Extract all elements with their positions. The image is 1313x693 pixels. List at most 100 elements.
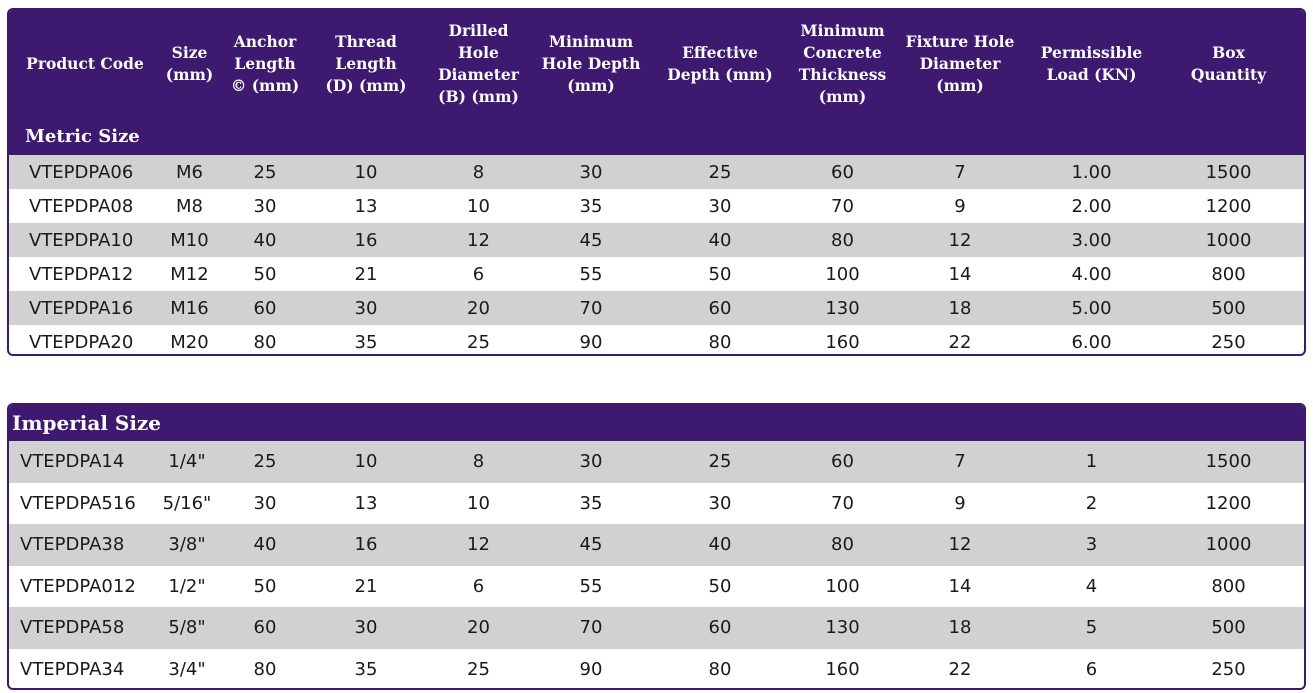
cell-size: M8 — [176, 195, 203, 217]
cell-minimum-concrete-thickness: 130 — [825, 297, 860, 319]
cell-fixture-hole-diameter: 9 — [954, 492, 966, 514]
cell-product-code: VTEPDPA58 — [20, 617, 125, 639]
cell-box-quantity: 500 — [1211, 617, 1246, 639]
cell-minimum-hole-depth: 55 — [579, 263, 603, 285]
cell-drilled-hole-diameter: 12 — [467, 229, 490, 251]
cell-box-quantity: 1000 — [1205, 534, 1252, 556]
cell-minimum-concrete-thickness: 60 — [831, 451, 854, 473]
table-row: VTEPDPA58 5/8" 60 30 20 70 60 130 18 5 500 — [9, 607, 1304, 649]
col-header-box-quantity: Box Quantity — [1190, 42, 1267, 84]
section-title-metric: Metric Size — [9, 117, 1304, 155]
cell-minimum-concrete-thickness: 100 — [825, 575, 860, 597]
cell-minimum-hole-depth: 30 — [579, 451, 603, 473]
cell-permissible-load: 1.00 — [1071, 161, 1112, 183]
cell-product-code: VTEPDPA012 — [20, 575, 136, 597]
table-row: VTEPDPA34 3/4" 80 35 25 90 80 160 22 6 250 — [9, 649, 1304, 689]
cell-drilled-hole-diameter: 10 — [467, 195, 490, 217]
cell-permissible-load: 6 — [1085, 658, 1098, 680]
cell-product-code: VTEPDPA14 — [20, 451, 125, 473]
cell-thread-length: 10 — [354, 451, 378, 473]
cell-anchor-length: 80 — [253, 658, 277, 680]
cell-box-quantity: 1000 — [1205, 229, 1252, 251]
cell-thread-length: 16 — [354, 534, 378, 556]
col-header-size: Size (mm) — [165, 42, 214, 84]
cell-permissible-load: 6.00 — [1071, 331, 1112, 353]
cell-drilled-hole-diameter: 20 — [467, 297, 490, 319]
cell-minimum-hole-depth: 70 — [579, 617, 603, 639]
col-header-minimum-hole-depth: Minimum Hole Depth (mm) — [541, 31, 641, 95]
cell-permissible-load: 2 — [1085, 492, 1098, 514]
cell-product-code: VTEPDPA12 — [29, 263, 134, 285]
cell-thread-length: 30 — [354, 617, 378, 639]
cell-minimum-concrete-thickness: 160 — [825, 658, 860, 680]
cell-minimum-concrete-thickness: 70 — [831, 492, 854, 514]
cell-box-quantity: 1200 — [1205, 195, 1252, 217]
table-header: Product Code Size (mm) Anchor Length © (… — [9, 10, 1304, 117]
section-title-imperial: Imperial Size — [9, 405, 1304, 441]
cell-fixture-hole-diameter: 9 — [954, 195, 966, 217]
cell-permissible-load: 4 — [1085, 575, 1098, 597]
cell-drilled-hole-diameter: 8 — [472, 161, 485, 183]
cell-size: M20 — [170, 331, 209, 353]
cell-drilled-hole-diameter: 25 — [467, 658, 490, 680]
cell-size: 5/8" — [168, 617, 206, 639]
table-row: VTEPDPA08 M8 30 13 10 35 30 70 9 2.00 1200 — [9, 189, 1304, 223]
table-row: VTEPDPA16 M16 60 30 20 70 60 130 18 5.00 500 — [9, 291, 1304, 325]
col-header-drilled-hole-diameter: Drilled Hole Diameter (B) (mm) — [438, 20, 519, 106]
cell-minimum-concrete-thickness: 80 — [831, 534, 854, 556]
table-row: VTEPDPA38 3/8" 40 16 12 45 40 80 12 3 1000 — [9, 524, 1304, 566]
cell-anchor-length: 40 — [253, 229, 277, 251]
cell-effective-depth: 25 — [708, 161, 732, 183]
cell-thread-length: 35 — [354, 658, 378, 680]
cell-size: 5/16" — [162, 492, 212, 514]
cell-thread-length: 21 — [354, 263, 378, 285]
cell-product-code: VTEPDPA34 — [20, 658, 125, 680]
cell-minimum-concrete-thickness: 160 — [825, 331, 860, 353]
cell-minimum-hole-depth: 35 — [579, 195, 603, 217]
cell-effective-depth: 50 — [708, 263, 732, 285]
cell-drilled-hole-diameter: 6 — [472, 575, 485, 597]
cell-minimum-hole-depth: 90 — [579, 331, 603, 353]
table-row: VTEPDPA10 M10 40 16 12 45 40 80 12 3.00 1000 — [9, 223, 1304, 257]
col-header-thread-length: Thread Length (D) (mm) — [325, 31, 407, 95]
table-row: VTEPDPA12 M12 50 21 6 55 50 100 14 4.00 800 — [9, 257, 1304, 291]
cell-size: 1/4" — [168, 451, 206, 473]
table-row: VTEPDPA06 M6 25 10 8 30 25 60 7 1.00 1500 — [9, 155, 1304, 189]
cell-product-code: VTEPDPA516 — [20, 492, 136, 514]
cell-fixture-hole-diameter: 22 — [948, 331, 972, 353]
cell-anchor-length: 50 — [253, 263, 277, 285]
cell-product-code: VTEPDPA08 — [29, 195, 134, 217]
col-header-effective-depth: Effective Depth (mm) — [667, 42, 773, 84]
cell-thread-length: 30 — [354, 297, 378, 319]
cell-minimum-hole-depth: 90 — [579, 658, 603, 680]
metric-table: Product Code Size (mm) Anchor Length © (… — [7, 8, 1306, 356]
cell-minimum-hole-depth: 55 — [579, 575, 603, 597]
cell-anchor-length: 30 — [253, 195, 277, 217]
cell-fixture-hole-diameter: 18 — [948, 297, 972, 319]
cell-effective-depth: 50 — [708, 575, 732, 597]
metric-rows: VTEPDPA06 M6 25 10 8 30 25 60 7 1.00 1500 VTEPDPA08… — [9, 155, 1304, 354]
cell-effective-depth: 60 — [708, 617, 732, 639]
cell-product-code: VTEPDPA16 — [29, 297, 134, 319]
cell-fixture-hole-diameter: 18 — [948, 617, 972, 639]
cell-product-code: VTEPDPA10 — [29, 229, 134, 251]
cell-anchor-length: 50 — [253, 575, 277, 597]
cell-fixture-hole-diameter: 7 — [954, 451, 966, 473]
cell-fixture-hole-diameter: 7 — [954, 161, 966, 183]
cell-anchor-length: 30 — [253, 492, 277, 514]
cell-fixture-hole-diameter: 14 — [948, 263, 972, 285]
cell-product-code: VTEPDPA20 — [29, 331, 134, 353]
cell-drilled-hole-diameter: 8 — [472, 451, 485, 473]
cell-minimum-concrete-thickness: 130 — [825, 617, 860, 639]
cell-drilled-hole-diameter: 12 — [467, 534, 490, 556]
cell-anchor-length: 25 — [253, 161, 277, 183]
cell-box-quantity: 800 — [1211, 263, 1246, 285]
table-row: VTEPDPA516 5/16" 30 13 10 35 30 70 9 2 1200 — [9, 483, 1304, 525]
cell-size: M6 — [176, 161, 203, 183]
cell-box-quantity: 1500 — [1205, 161, 1252, 183]
cell-minimum-hole-depth: 45 — [579, 534, 603, 556]
cell-thread-length: 16 — [354, 229, 378, 251]
cell-permissible-load: 5.00 — [1071, 297, 1112, 319]
cell-fixture-hole-diameter: 12 — [948, 534, 972, 556]
cell-size: M10 — [170, 229, 209, 251]
